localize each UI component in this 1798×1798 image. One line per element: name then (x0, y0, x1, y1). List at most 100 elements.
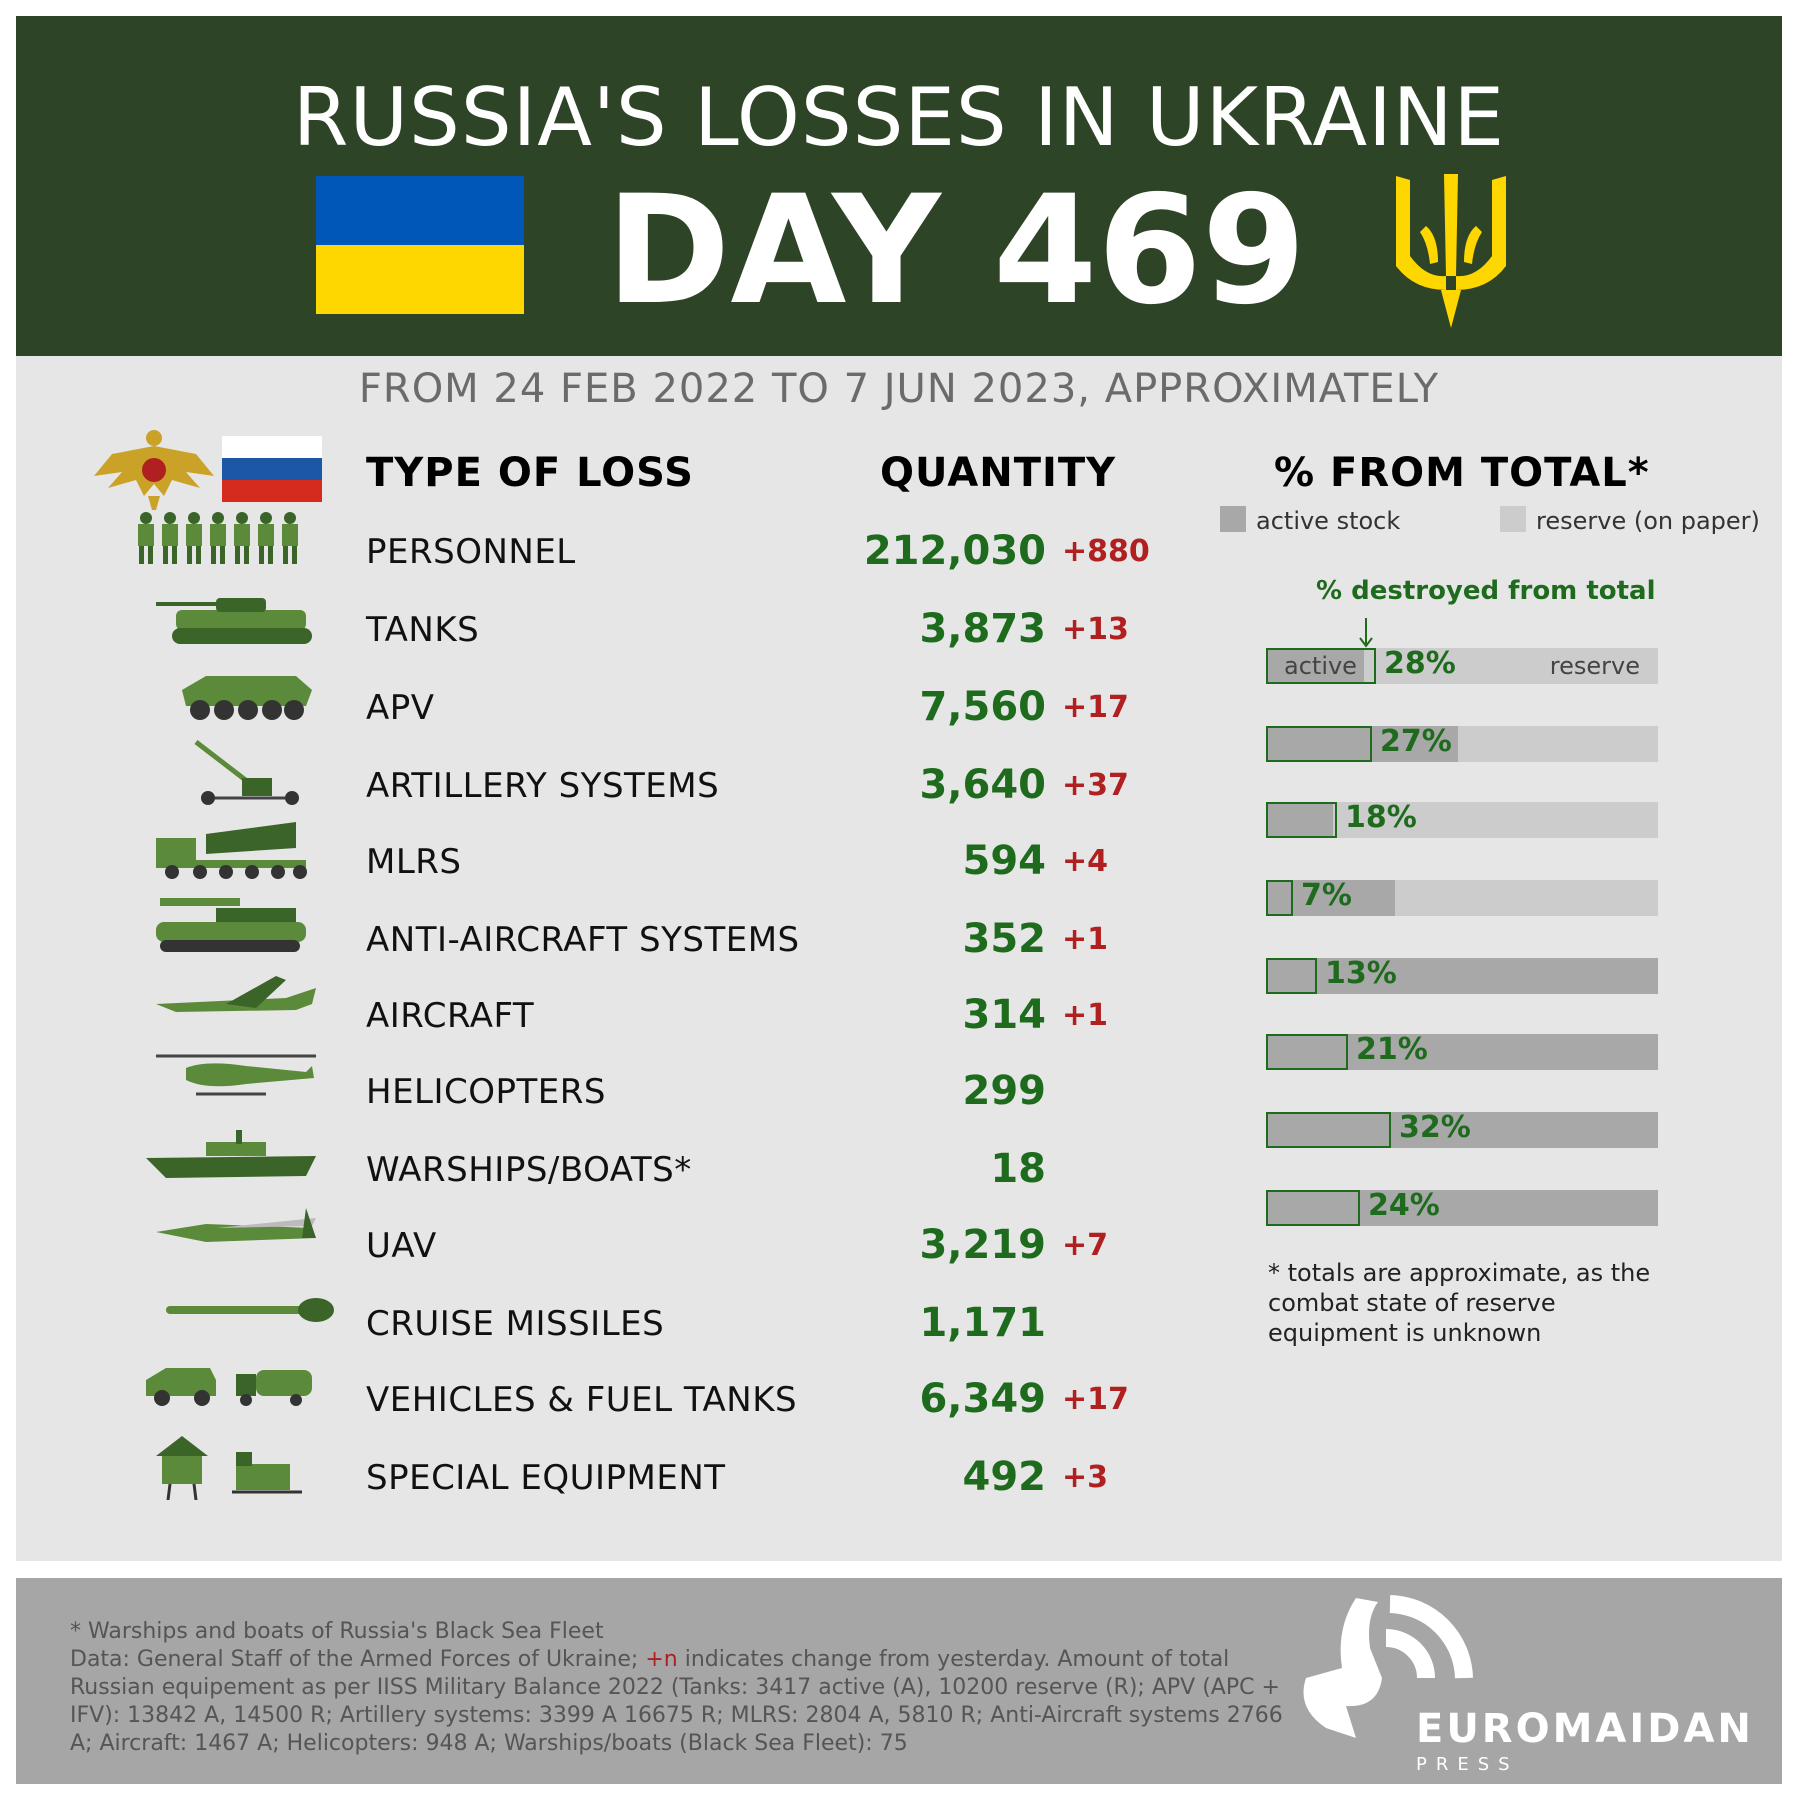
row-quantity: 18 (990, 1146, 1046, 1192)
row-label: WARSHIPS/BOATS* (366, 1150, 692, 1190)
footer-line-2: Data: General Staff of the Armed Forces … (70, 1647, 1283, 1756)
percent-label: 27% (1380, 724, 1452, 759)
vehicle-icon (146, 1368, 312, 1406)
percent-bar: 18% (1266, 800, 1658, 838)
percent-label: 28% (1384, 646, 1456, 681)
footnote: * totals are approximate, as the combat … (1268, 1259, 1651, 1347)
active-stock-fill (1266, 802, 1333, 838)
column-quantity-header: QUANTITY (880, 450, 1117, 496)
row-quantity: 3,873 (919, 606, 1046, 652)
percent-bar: 21% (1266, 1032, 1658, 1070)
aircraft-icon (156, 976, 316, 1012)
row-quantity: 594 (962, 838, 1047, 884)
active-stock-fill (1266, 1112, 1658, 1148)
row-label: CRUISE MISSILES (366, 1304, 665, 1344)
row-delta: +1 (1062, 998, 1109, 1033)
percent-label: 7% (1301, 878, 1352, 913)
row-label: PERSONNEL (366, 532, 576, 572)
footer-line-1: * Warships and boats of Russia's Black S… (70, 1619, 604, 1644)
percent-bar: 32% (1266, 1110, 1658, 1148)
day-counter: DAY 469 (605, 164, 1307, 338)
destroyed-fill (1266, 802, 1337, 838)
row-label: ARTILLERY SYSTEMS (366, 766, 720, 806)
row-label: MLRS (366, 842, 462, 882)
percent-label: 13% (1325, 956, 1397, 991)
row-delta: +3 (1062, 1460, 1109, 1495)
footer: * Warships and boats of Russia's Black S… (16, 1578, 1782, 1784)
source-note: * Warships and boats of Russia's Black S… (70, 1618, 1300, 1758)
column-type-header: TYPE OF LOSS (366, 450, 694, 496)
row-quantity: 492 (962, 1454, 1047, 1500)
destroyed-fill (1266, 1112, 1391, 1148)
row-delta: +17 (1062, 690, 1129, 725)
tryzub-icon (1396, 174, 1506, 328)
percent-bar: 24% (1266, 1188, 1658, 1226)
active-stock-fill (1266, 648, 1364, 684)
legend-active-label: active stock (1256, 507, 1401, 535)
row-delta: +1 (1062, 922, 1109, 957)
arrow-down-icon (1359, 618, 1373, 648)
row-quantity: 314 (962, 992, 1047, 1038)
row-label: UAV (366, 1226, 437, 1266)
row-label: AIRCRAFT (366, 996, 535, 1036)
uav-icon (156, 1208, 316, 1242)
row-quantity: 3,219 (919, 1222, 1046, 1268)
percent-bar: 7% (1266, 878, 1658, 916)
active-stock-fill (1266, 1034, 1658, 1070)
russia-flag-icon (222, 436, 322, 502)
destroyed-fill (1266, 648, 1376, 684)
main-panel: FROM 24 FEB 2022 TO 7 JUN 2023, APPROXIM… (16, 356, 1782, 1561)
active-stock-fill (1266, 726, 1459, 762)
active-stock-fill (1266, 958, 1658, 994)
row-delta: +17 (1062, 1382, 1129, 1417)
legend-active-swatch (1220, 506, 1246, 532)
artillery-icon (194, 740, 299, 805)
apc-icon (182, 676, 312, 720)
active-stock-fill (1266, 880, 1396, 916)
percent-bar: 27% (1266, 724, 1658, 762)
percent-label: 32% (1399, 1110, 1471, 1145)
percent-bar: active reserve 28% (1266, 646, 1658, 684)
row-quantity: 6,349 (919, 1376, 1046, 1422)
row-delta: +37 (1062, 768, 1129, 803)
destroyed-fill (1266, 726, 1372, 762)
row-label: ANTI-AIRCRAFT SYSTEMS (366, 920, 800, 960)
mlrs-icon (156, 822, 307, 879)
russian-mod-emblem-icon (94, 430, 214, 510)
row-delta: +13 (1062, 612, 1129, 647)
row-label: SPECIAL EQUIPMENT (366, 1458, 726, 1498)
percent-label: 21% (1356, 1032, 1428, 1067)
logo-sub: PRESS (1416, 1754, 1519, 1775)
legend-reserve-label: reserve (on paper) (1536, 507, 1760, 535)
destroyed-fill (1266, 1034, 1348, 1070)
active-stock-fill (1266, 1190, 1658, 1226)
logo-name: EUROMAIDAN (1416, 1706, 1754, 1752)
row-label: TANKS (366, 610, 480, 650)
row-quantity: 3,640 (919, 762, 1046, 808)
bar-active-label: active (1284, 652, 1357, 680)
row-delta: +880 (1062, 534, 1150, 569)
row-label: APV (366, 688, 435, 728)
row-delta: +4 (1062, 844, 1109, 879)
legend-reserve-swatch (1500, 506, 1526, 532)
percent-bar: 13% (1266, 956, 1658, 994)
row-delta: +7 (1062, 1228, 1109, 1263)
row-quantity: 1,171 (919, 1300, 1046, 1346)
date-range: FROM 24 FEB 2022 TO 7 JUN 2023, APPROXIM… (358, 366, 1440, 412)
destroyed-note: % destroyed from total (1316, 576, 1656, 606)
page-title: RUSSIA'S LOSSES IN UKRAINE (292, 71, 1506, 164)
helicopter-icon (156, 1054, 316, 1096)
ukraine-flag-icon (316, 176, 524, 314)
row-quantity: 212,030 (863, 528, 1046, 574)
row-label: HELICOPTERS (366, 1072, 606, 1112)
tank-icon (156, 598, 312, 644)
anti-aircraft-icon (156, 898, 306, 952)
row-quantity: 352 (962, 916, 1047, 962)
bar-reserve-label: reserve (1549, 652, 1640, 680)
percent-label: 24% (1368, 1188, 1440, 1223)
soldiers-icon (138, 512, 298, 564)
row-label: VEHICLES & FUEL TANKS (366, 1380, 798, 1420)
euromaidan-logo-icon (1303, 1595, 1473, 1738)
destroyed-fill (1266, 1190, 1360, 1226)
destroyed-fill (1266, 958, 1317, 994)
